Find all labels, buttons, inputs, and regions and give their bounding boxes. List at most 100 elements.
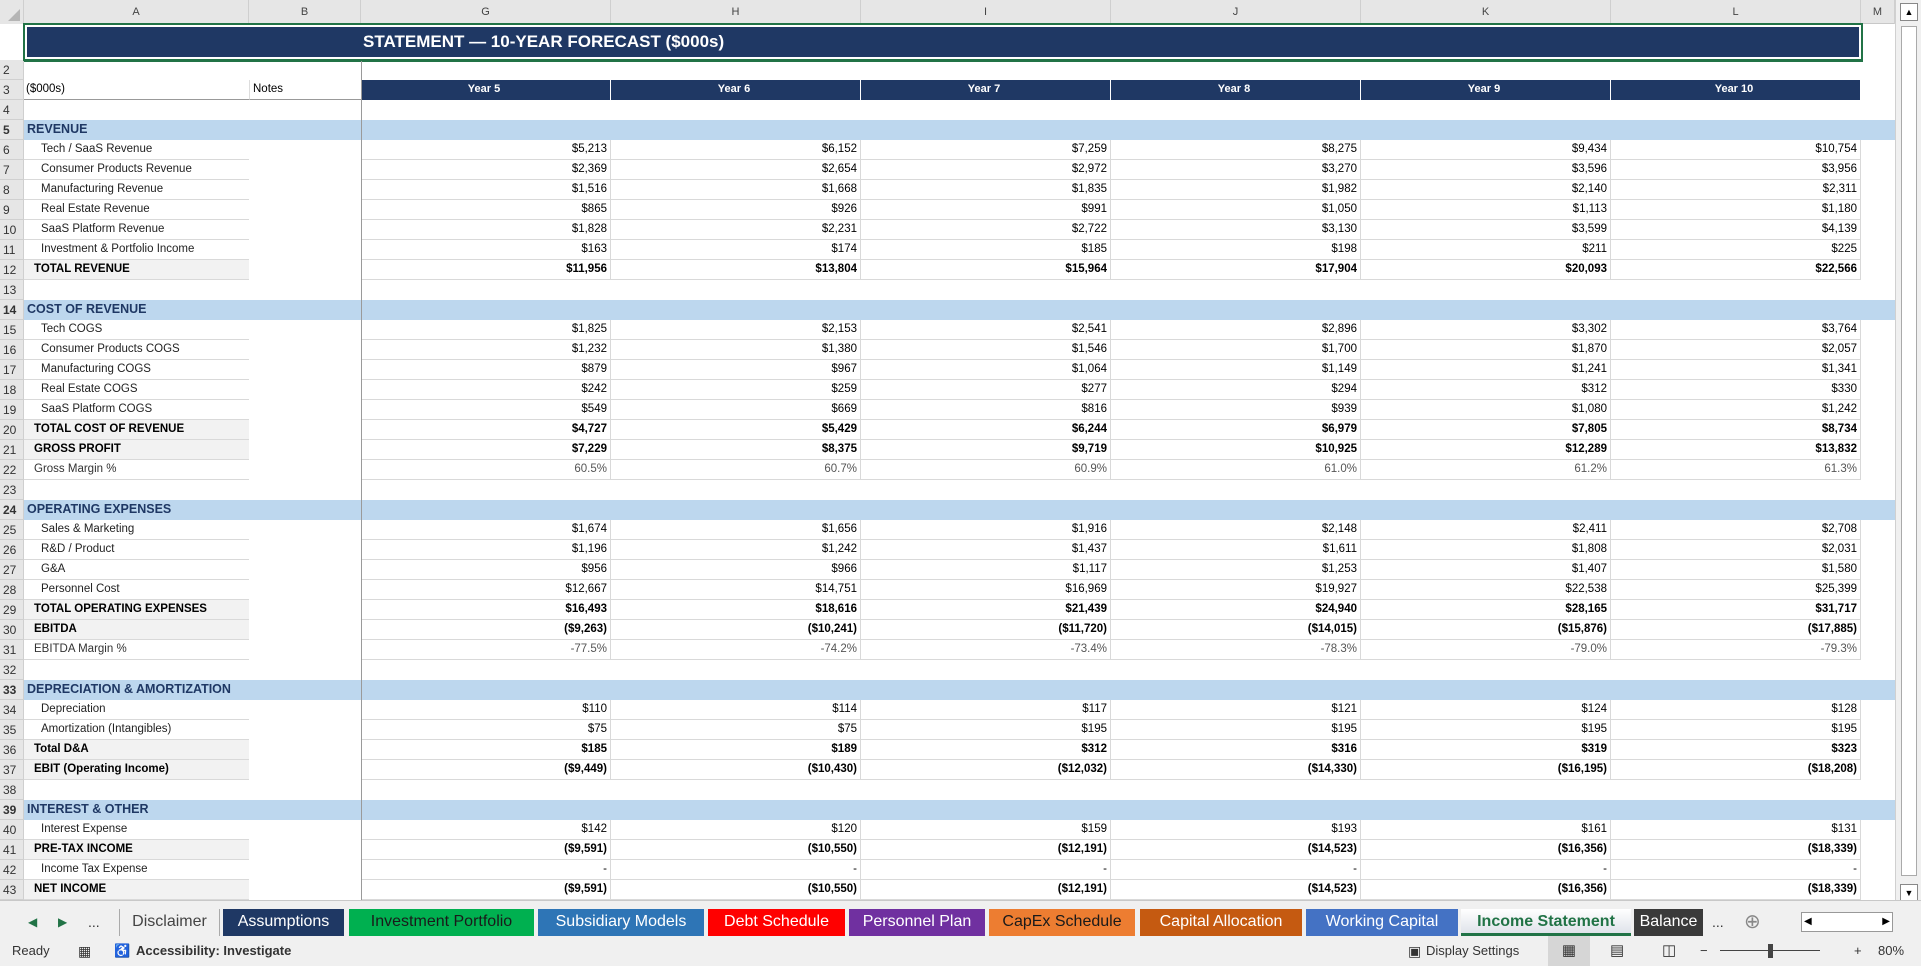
value-cell[interactable]: $12,667: [361, 580, 611, 600]
value-cell[interactable]: $5,213: [361, 140, 611, 160]
value-cell[interactable]: $3,596: [1361, 160, 1611, 180]
value-cell[interactable]: $991: [861, 200, 1111, 220]
scroll-thumb[interactable]: [1901, 26, 1917, 876]
value-cell[interactable]: 60.5%: [361, 460, 611, 480]
value-cell[interactable]: $8,275: [1111, 140, 1361, 160]
value-cell[interactable]: $242: [361, 380, 611, 400]
row-label[interactable]: Real Estate COGS: [24, 380, 249, 400]
value-cell[interactable]: -79.3%: [1611, 640, 1861, 660]
value-cell[interactable]: -: [611, 860, 861, 880]
value-cell[interactable]: $1,196: [361, 540, 611, 560]
value-cell[interactable]: $198: [1111, 240, 1361, 260]
value-cell[interactable]: $2,148: [1111, 520, 1361, 540]
column-header-I[interactable]: I: [861, 0, 1111, 24]
value-cell[interactable]: $24,940: [1111, 600, 1361, 620]
value-cell[interactable]: ($9,263): [361, 620, 611, 640]
column-header-K[interactable]: K: [1361, 0, 1611, 24]
value-cell[interactable]: $19,927: [1111, 580, 1361, 600]
value-cell[interactable]: $1,546: [861, 340, 1111, 360]
value-cell[interactable]: ($10,550): [611, 880, 861, 900]
value-cell[interactable]: $13,832: [1611, 440, 1861, 460]
value-cell[interactable]: $2,972: [861, 160, 1111, 180]
value-cell[interactable]: -: [1111, 860, 1361, 880]
column-header-G[interactable]: G: [361, 0, 611, 24]
value-cell[interactable]: $1,180: [1611, 200, 1861, 220]
row-header[interactable]: 38: [0, 780, 24, 800]
value-cell[interactable]: $3,764: [1611, 320, 1861, 340]
row-header[interactable]: 5: [0, 120, 24, 140]
value-cell[interactable]: $1,828: [361, 220, 611, 240]
row-header[interactable]: 16: [0, 340, 24, 360]
value-cell[interactable]: $2,311: [1611, 180, 1861, 200]
section-header[interactable]: INTEREST & OTHER: [24, 800, 249, 820]
value-cell[interactable]: $1,341: [1611, 360, 1861, 380]
sheet-tab-capital-allocation[interactable]: Capital Allocation: [1140, 909, 1302, 936]
value-cell[interactable]: $1,825: [361, 320, 611, 340]
row-header[interactable]: 26: [0, 540, 24, 560]
value-cell[interactable]: $1,611: [1111, 540, 1361, 560]
value-cell[interactable]: $6,152: [611, 140, 861, 160]
value-cell[interactable]: ($12,191): [861, 840, 1111, 860]
add-sheet-icon[interactable]: ⊕: [1744, 911, 1761, 933]
value-cell[interactable]: $2,654: [611, 160, 861, 180]
value-cell[interactable]: $128: [1611, 700, 1861, 720]
value-cell[interactable]: $3,270: [1111, 160, 1361, 180]
value-cell[interactable]: $967: [611, 360, 861, 380]
normal-view-icon[interactable]: ▦: [1548, 936, 1590, 966]
value-cell[interactable]: $142: [361, 820, 611, 840]
row-label[interactable]: Manufacturing Revenue: [24, 180, 249, 200]
row-label[interactable]: EBITDA Margin %: [24, 640, 249, 660]
value-cell[interactable]: $117: [861, 700, 1111, 720]
sheet-tab-working-capital[interactable]: Working Capital: [1306, 909, 1458, 936]
value-cell[interactable]: $5,429: [611, 420, 861, 440]
row-header[interactable]: 42: [0, 860, 24, 880]
value-cell[interactable]: ($18,339): [1611, 840, 1861, 860]
row-label[interactable]: Tech COGS: [24, 320, 249, 340]
value-cell[interactable]: $22,538: [1361, 580, 1611, 600]
row-header[interactable]: 40: [0, 820, 24, 840]
value-cell[interactable]: $18,616: [611, 600, 861, 620]
value-cell[interactable]: $259: [611, 380, 861, 400]
value-cell[interactable]: ($17,885): [1611, 620, 1861, 640]
row-header[interactable]: 43: [0, 880, 24, 900]
horizontal-scrollbar[interactable]: ◀ ▶: [1801, 912, 1893, 932]
value-cell[interactable]: $1,242: [1611, 400, 1861, 420]
value-cell[interactable]: $1,437: [861, 540, 1111, 560]
value-cell[interactable]: $1,700: [1111, 340, 1361, 360]
row-label[interactable]: Consumer Products Revenue: [24, 160, 249, 180]
value-cell[interactable]: ($12,191): [861, 880, 1111, 900]
value-cell[interactable]: $816: [861, 400, 1111, 420]
value-cell[interactable]: ($16,195): [1361, 760, 1611, 780]
value-cell[interactable]: $10,925: [1111, 440, 1361, 460]
row-label[interactable]: EBITDA: [24, 620, 249, 640]
scroll-left-icon[interactable]: ◀: [1804, 916, 1812, 927]
value-cell[interactable]: $211: [1361, 240, 1611, 260]
value-cell[interactable]: $22,566: [1611, 260, 1861, 280]
sheet-title[interactable]: STATEMENT — 10-YEAR FORECAST ($000s): [23, 23, 1863, 61]
value-cell[interactable]: $10,754: [1611, 140, 1861, 160]
zoom-slider-thumb[interactable]: [1768, 944, 1773, 958]
value-cell[interactable]: $2,057: [1611, 340, 1861, 360]
more-sheets-left[interactable]: ...: [88, 914, 100, 930]
value-cell[interactable]: ($14,523): [1111, 840, 1361, 860]
value-cell[interactable]: $75: [611, 720, 861, 740]
value-cell[interactable]: $2,708: [1611, 520, 1861, 540]
zoom-out-button[interactable]: −: [1700, 943, 1708, 958]
section-header[interactable]: COST OF REVENUE: [24, 300, 249, 320]
sheet-tab-assumptions[interactable]: Assumptions: [223, 909, 344, 936]
section-header[interactable]: DEPRECIATION & AMORTIZATION: [24, 680, 249, 700]
sheet-tab-capex-schedule[interactable]: CapEx Schedule: [989, 909, 1135, 936]
value-cell[interactable]: $75: [361, 720, 611, 740]
value-cell[interactable]: $2,031: [1611, 540, 1861, 560]
row-header[interactable]: 17: [0, 360, 24, 380]
sheet-tab-debt-schedule[interactable]: Debt Schedule: [708, 909, 845, 936]
row-header[interactable]: 41: [0, 840, 24, 860]
value-cell[interactable]: $1,870: [1361, 340, 1611, 360]
value-cell[interactable]: $2,411: [1361, 520, 1611, 540]
value-cell[interactable]: ($16,356): [1361, 880, 1611, 900]
scroll-right-icon[interactable]: ▶: [1882, 916, 1890, 927]
value-cell[interactable]: $2,369: [361, 160, 611, 180]
value-cell[interactable]: $1,580: [1611, 560, 1861, 580]
value-cell[interactable]: $25,399: [1611, 580, 1861, 600]
row-header[interactable]: 36: [0, 740, 24, 760]
